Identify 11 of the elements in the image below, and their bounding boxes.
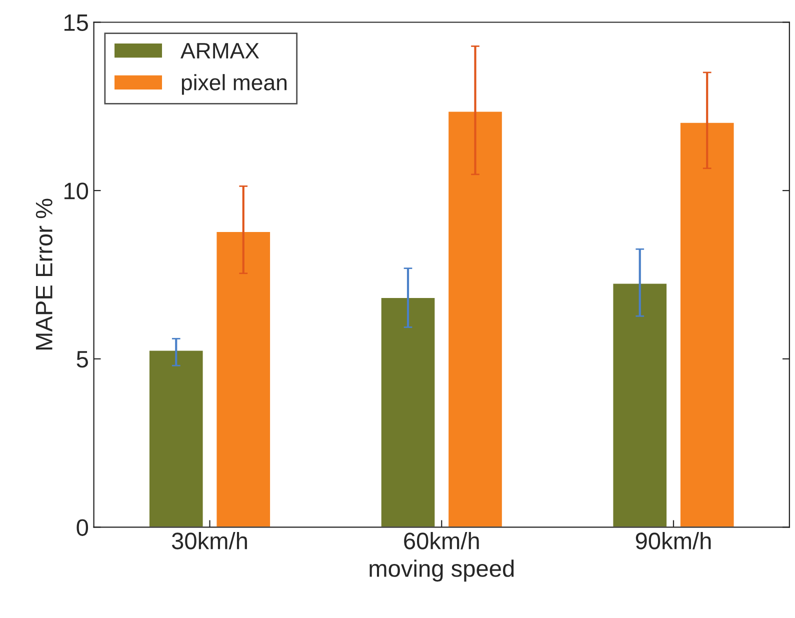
y-tick-label: 5 (76, 351, 88, 368)
legend-label: pixel mean (182, 74, 286, 95)
x-tick-label: 30km/h (172, 532, 247, 550)
x-tick-label: 60km/h (404, 532, 479, 550)
y-tick-label: 15 (64, 14, 88, 32)
y-tick-label: 10 (64, 182, 88, 200)
x-axis-title: moving speed (370, 560, 514, 582)
x-tick-label: 90km/h (636, 532, 711, 550)
legend-label: ARMAX (180, 43, 260, 58)
y-tick-label: 0 (76, 519, 88, 536)
y-axis-title: MAPE Error % (36, 198, 52, 350)
